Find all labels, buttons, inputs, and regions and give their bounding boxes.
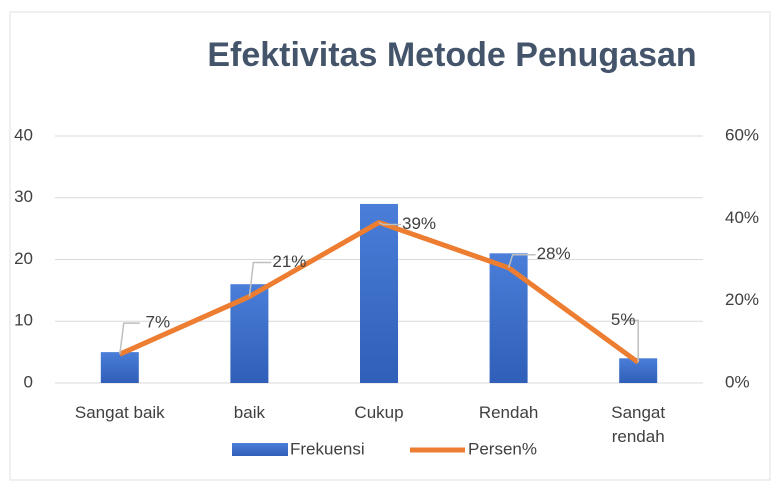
x-tick-label: Sangat rendah bbox=[611, 403, 666, 446]
legend-label: Frekuensi bbox=[290, 439, 365, 458]
bar bbox=[360, 203, 398, 383]
y-tick-label: 0 bbox=[24, 372, 33, 391]
data-label: 21% bbox=[272, 252, 306, 271]
chart-title: Efektivitas Metode Penugasan bbox=[207, 36, 696, 74]
y2-tick-label: 60% bbox=[725, 125, 759, 144]
legend-swatch bbox=[232, 443, 288, 456]
y-tick-label: 40 bbox=[14, 125, 33, 144]
data-label: 7% bbox=[146, 313, 171, 332]
bar bbox=[489, 253, 528, 383]
y-tick-label: 20 bbox=[14, 249, 33, 268]
y-tick-label: 30 bbox=[14, 187, 33, 206]
y-tick-label: 10 bbox=[14, 311, 33, 330]
x-tick-label: Sangat baik bbox=[74, 403, 165, 422]
data-label: 39% bbox=[402, 214, 436, 233]
y2-tick-label: 40% bbox=[725, 208, 759, 227]
x-tick-label: Cukup bbox=[354, 403, 404, 422]
x-tick-label: Rendah bbox=[478, 403, 539, 422]
y2-tick-label: 20% bbox=[725, 290, 759, 309]
data-label: 28% bbox=[537, 244, 571, 263]
leader-line bbox=[507, 253, 536, 268]
leader-line bbox=[623, 319, 639, 363]
x-tick-label: baik bbox=[233, 403, 265, 422]
data-label: 5% bbox=[611, 310, 636, 329]
legend-label: Persen% bbox=[468, 439, 537, 458]
y2-tick-label: 0% bbox=[725, 372, 750, 391]
leader-line bbox=[248, 261, 272, 297]
bar bbox=[100, 352, 139, 383]
leader-line bbox=[119, 322, 140, 355]
chart-border bbox=[9, 11, 771, 481]
leader-line bbox=[378, 221, 401, 226]
